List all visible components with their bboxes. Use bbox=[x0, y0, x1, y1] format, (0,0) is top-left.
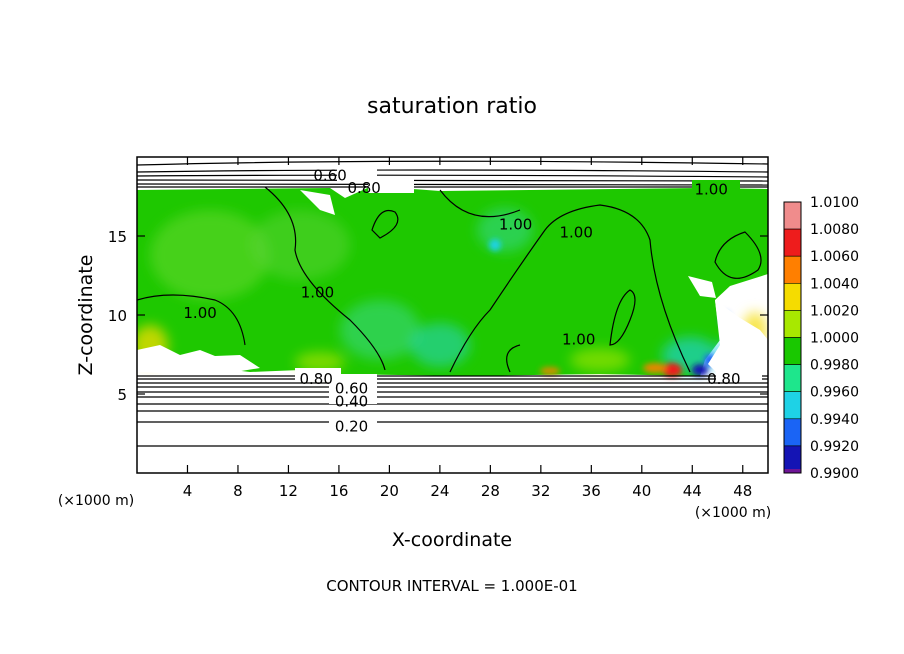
colorbar-label: 0.9900 bbox=[810, 466, 859, 482]
chart-title: saturation ratio bbox=[367, 94, 537, 119]
x-tick-label: 32 bbox=[531, 482, 550, 500]
x-tick-label: 20 bbox=[380, 482, 399, 500]
y-axis-label: Z-coordinate bbox=[75, 255, 97, 376]
contour-label: 0.60 bbox=[313, 166, 346, 184]
x-tick-label: 40 bbox=[632, 482, 651, 500]
colorbar-swatch bbox=[783, 282, 802, 311]
contour-label: 1.00 bbox=[499, 215, 532, 233]
y-tick-label: 15 bbox=[108, 228, 127, 246]
colorbar-label: 0.9960 bbox=[810, 385, 859, 401]
x-tick-label: 36 bbox=[582, 482, 601, 500]
contour-label: 1.00 bbox=[301, 283, 334, 301]
colorbar: 1.0100 1.0080 1.0060 1.0040 1.0020 1.0000 0.99… bbox=[783, 195, 859, 482]
x-unit-label: (×1000 m) bbox=[695, 505, 771, 521]
contour-label-backgrounds bbox=[295, 165, 762, 430]
contour-label: 0.60 bbox=[335, 380, 368, 398]
colorbar-swatch bbox=[783, 364, 802, 393]
x-tick-label: 16 bbox=[329, 482, 348, 500]
colorbar-label: 0.9920 bbox=[810, 439, 859, 455]
contour-label: 0.40 bbox=[335, 392, 368, 410]
contour-label: 1.00 bbox=[559, 223, 592, 241]
contour-label: 0.80 bbox=[300, 370, 333, 388]
colorbar-label: 1.0060 bbox=[810, 249, 859, 265]
x-tick-label: 12 bbox=[279, 482, 298, 500]
colorbar-swatch bbox=[783, 445, 802, 474]
y-axis: 5 10 15 bbox=[108, 228, 768, 404]
x-tick-label: 28 bbox=[481, 482, 500, 500]
contour-label: 0.80 bbox=[707, 370, 740, 388]
y-tick-label: 5 bbox=[117, 386, 127, 404]
contour-label: 1.00 bbox=[695, 181, 728, 199]
x-axis: 4 8 12 16 20 24 28 32 36 40 44 48 bbox=[183, 157, 752, 500]
contour-lines bbox=[137, 160, 768, 447]
colorbar-frame bbox=[783, 201, 802, 474]
contour-label: 0.80 bbox=[347, 179, 380, 197]
colorbar-swatch bbox=[783, 418, 802, 447]
contour-label: 0.20 bbox=[335, 418, 368, 436]
colorbar-label: 1.0000 bbox=[810, 331, 859, 347]
colorbar-swatch bbox=[783, 255, 802, 284]
colorbar-swatch bbox=[783, 228, 802, 257]
colorbar-label: 0.9940 bbox=[810, 412, 859, 428]
x-tick-label: 4 bbox=[183, 482, 193, 500]
colorbar-label: 1.0080 bbox=[810, 222, 859, 238]
colorbar-swatch bbox=[783, 391, 802, 420]
colorbar-swatch bbox=[783, 201, 802, 230]
x-tick-label: 8 bbox=[233, 482, 243, 500]
colorbar-label: 1.0020 bbox=[810, 303, 859, 319]
x-tick-label: 48 bbox=[733, 482, 752, 500]
colorbar-label: 0.9980 bbox=[810, 358, 859, 374]
contour-interval-note: CONTOUR INTERVAL = 1.000E-01 bbox=[326, 577, 577, 595]
z-unit-label: (×1000 m) bbox=[58, 493, 134, 509]
plot-area: 0.600.80 1.001.00 1.001.001.001.000.80 0.80… bbox=[137, 157, 768, 473]
colorbar-swatch bbox=[783, 310, 802, 338]
x-tick-label: 24 bbox=[430, 482, 449, 500]
colorbar-swatch bbox=[783, 337, 802, 365]
colorbar-swatch-min bbox=[784, 469, 801, 473]
colorbar-label: 1.0100 bbox=[810, 195, 859, 211]
contour-labels: 0.600.80 1.001.00 1.001.001.001.000.80 0.80… bbox=[183, 166, 740, 435]
colorbar-label: 1.0040 bbox=[810, 276, 859, 292]
x-axis-label: X-coordinate bbox=[392, 529, 512, 551]
y-tick-label: 10 bbox=[108, 307, 127, 325]
contour-label: 1.00 bbox=[183, 304, 216, 322]
x-tick-label: 44 bbox=[683, 482, 702, 500]
contour-label: 1.00 bbox=[562, 331, 595, 349]
